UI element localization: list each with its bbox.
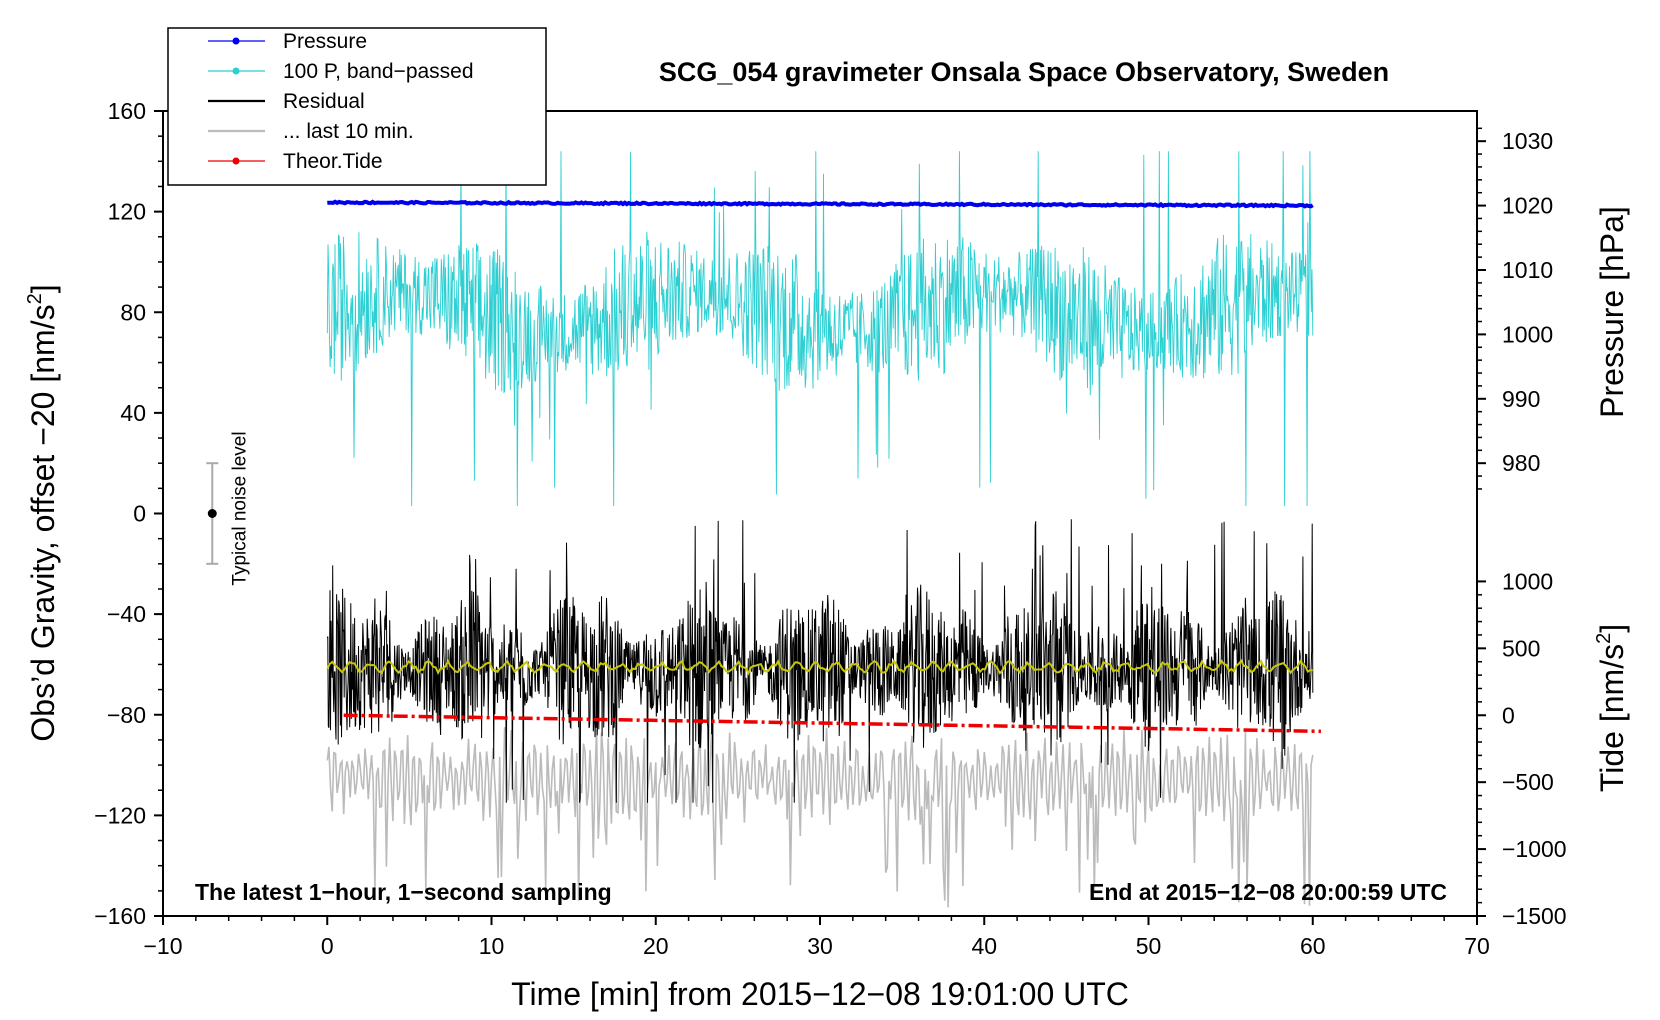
y-left-tick-label: −120 — [94, 802, 146, 828]
noise-level-label: Typical noise level — [229, 431, 250, 585]
legend-box — [167, 27, 547, 186]
series-residual — [326, 519, 1314, 803]
y-pressure-tick-label: 1020 — [1502, 193, 1553, 219]
y-left-tick-label: −40 — [107, 601, 146, 627]
legend-marker — [232, 157, 240, 165]
y-tide-tick-label: 0 — [1502, 702, 1515, 728]
y-axis-tide-label-main: Tide [nm/s — [1594, 644, 1630, 792]
noise-level-center-dot — [207, 509, 217, 518]
x-tick-label: 70 — [1464, 933, 1490, 959]
annotation-end-time: End at 2015−12−08 20:00:59 UTC — [1089, 879, 1447, 905]
y-left-tick-label: 80 — [120, 299, 146, 325]
y-axis-tide-label: Tide [nm/s2] — [1593, 624, 1630, 792]
y-left-tick-label: 120 — [108, 199, 146, 225]
x-tick-label: 40 — [971, 933, 997, 959]
legend-entries: Pressure 100 P, band−passed Residual ... la… — [208, 30, 474, 173]
y-axis-left-label-close: ] — [25, 284, 61, 293]
chart-title: SCG_054 gravimeter Onsala Space Observat… — [659, 57, 1389, 87]
series-smoothed-residual-line — [326, 658, 1313, 676]
y-axis-pressure-label: Pressure [hPa] — [1594, 206, 1630, 418]
legend-entry: 100 P, band−passed — [208, 60, 474, 83]
y-pressure-tick-label: 1010 — [1502, 257, 1553, 283]
legend-entry: Theor.Tide — [208, 150, 383, 173]
series-residual-line — [326, 519, 1314, 803]
y-axis-left-label-sup: 2 — [24, 293, 46, 304]
y-axis-tide-label-close: ] — [1594, 624, 1630, 633]
y-tide-tick-label: 500 — [1502, 635, 1540, 661]
annotation-sampling: The latest 1−hour, 1−second sampling — [195, 879, 612, 905]
series-theor-tide — [343, 713, 1321, 734]
series-smoothed-residual — [326, 658, 1313, 676]
y-tide-tick-label: −500 — [1502, 769, 1554, 795]
legend-entry: Residual — [208, 90, 365, 113]
legend-marker — [232, 67, 240, 75]
y-left-tick-label: 40 — [120, 400, 146, 426]
legend-label: Pressure — [283, 30, 367, 53]
x-tick-label: 20 — [643, 933, 669, 959]
noise-level-indicator: Typical noise level — [206, 431, 250, 586]
y-axis-left-label: Obs’d Gravity, offset −20 [nm/s2] — [24, 284, 61, 741]
x-tick-label: −10 — [143, 933, 182, 959]
legend-marker — [232, 37, 240, 45]
y-left-tick-label: −80 — [107, 702, 146, 728]
series-theor-tide-line — [343, 713, 1321, 734]
y-axis-tide-label-sup: 2 — [1593, 633, 1615, 644]
y-axis-tide: 1000 500 0 −500 −1000 −1500 — [1477, 568, 1567, 929]
y-left-tick-label: 160 — [108, 98, 146, 124]
series-band-passed-pressure — [326, 151, 1314, 507]
y-axis-pressure: 1030 1020 1010 1000 990 980 — [1476, 121, 1553, 496]
x-tick-label: 50 — [1136, 933, 1162, 959]
y-pressure-tick-label: 980 — [1502, 450, 1540, 476]
y-axis-left-label-main: Obs’d Gravity, offset −20 [nm/s — [25, 304, 61, 741]
legend-label: 100 P, band−passed — [283, 60, 474, 83]
x-axis-label: Time [min] from 2015−12−08 19:01:00 UTC — [511, 976, 1129, 1012]
y-left-tick-label: 0 — [133, 501, 146, 527]
y-tide-tick-label: 1000 — [1502, 568, 1553, 594]
y-tide-tick-label: −1000 — [1502, 836, 1567, 862]
series-pressure-line — [327, 199, 1314, 209]
y-pressure-tick-label: 990 — [1502, 386, 1540, 412]
x-tick-label: 10 — [479, 933, 505, 959]
legend-entry: ... last 10 min. — [208, 120, 414, 143]
legend-entry: Pressure — [208, 30, 367, 53]
y-axis-left: 160 120 80 40 0 −40 −80 −120 −160 — [94, 98, 163, 929]
x-tick-label: 60 — [1300, 933, 1326, 959]
x-tick-label: 30 — [807, 933, 833, 959]
series-pressure — [327, 199, 1314, 209]
legend-label: Residual — [283, 90, 365, 113]
series-band-passed-pressure-line — [326, 151, 1314, 507]
y-left-tick-label: −160 — [94, 903, 146, 929]
x-tick-label: 0 — [321, 933, 334, 959]
legend: Pressure 100 P, band−passed Residual ... la… — [167, 27, 547, 186]
x-axis: −10 0 10 20 30 40 50 60 70 — [143, 916, 1490, 959]
y-tide-tick-label: −1500 — [1502, 903, 1567, 929]
y-pressure-tick-label: 1030 — [1502, 128, 1553, 154]
legend-label: ... last 10 min. — [283, 120, 414, 143]
y-pressure-tick-label: 1000 — [1502, 321, 1553, 347]
legend-label: Theor.Tide — [283, 150, 383, 173]
series-layer — [326, 151, 1321, 908]
